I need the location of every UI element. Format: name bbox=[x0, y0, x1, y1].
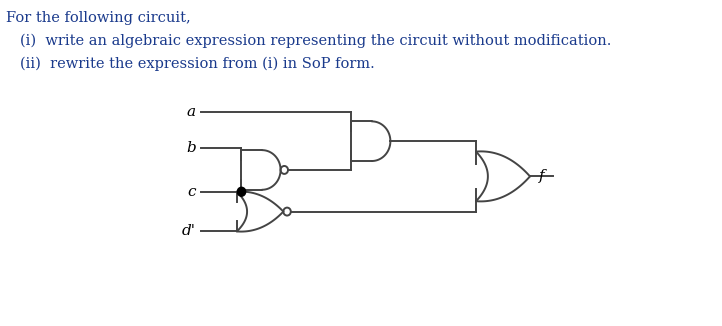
Text: For the following circuit,: For the following circuit, bbox=[6, 11, 191, 25]
Text: (ii)  rewrite the expression from (i) in SoP form.: (ii) rewrite the expression from (i) in … bbox=[20, 57, 375, 71]
Text: f: f bbox=[539, 170, 545, 184]
Text: c: c bbox=[188, 185, 196, 199]
Text: (i)  write an algebraic expression representing the circuit without modification: (i) write an algebraic expression repres… bbox=[20, 33, 612, 48]
Text: a: a bbox=[187, 105, 196, 119]
Text: b: b bbox=[186, 141, 196, 155]
Circle shape bbox=[238, 187, 245, 196]
Text: d': d' bbox=[182, 224, 196, 238]
